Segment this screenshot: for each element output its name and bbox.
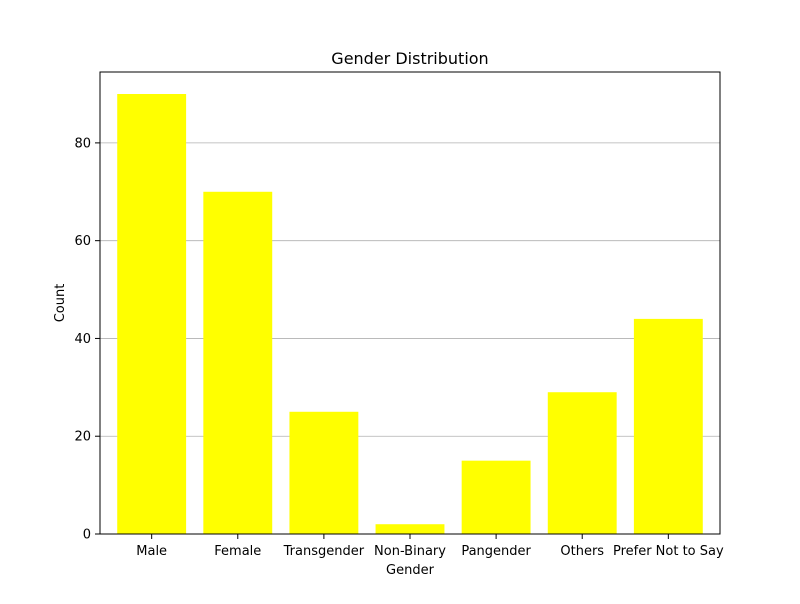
bar-prefer-not-to-say bbox=[633, 318, 703, 534]
bar-male bbox=[117, 94, 187, 534]
y-tick-label: 0 bbox=[83, 528, 91, 543]
bar-transgender bbox=[289, 411, 359, 534]
y-axis-ticks: 0 20 40 60 80 bbox=[74, 136, 100, 543]
y-tick-label: 60 bbox=[74, 234, 91, 249]
bar-female bbox=[203, 191, 273, 534]
bar-pangender bbox=[461, 460, 531, 534]
x-axis-label: Gender bbox=[386, 563, 435, 578]
x-tick-label: Male bbox=[136, 544, 167, 559]
x-tick-label: Prefer Not to Say bbox=[613, 544, 724, 559]
bar-non-binary bbox=[375, 524, 445, 534]
x-tick-label: Transgender bbox=[283, 544, 365, 559]
y-tick-label: 40 bbox=[74, 332, 91, 347]
bars bbox=[117, 94, 703, 534]
x-tick-label: Female bbox=[214, 544, 261, 559]
y-tick-label: 80 bbox=[74, 136, 91, 151]
bar-others bbox=[547, 392, 617, 534]
x-tick-label: Others bbox=[560, 544, 604, 559]
y-axis-label: Count bbox=[53, 284, 68, 323]
x-tick-label: Pangender bbox=[461, 544, 531, 559]
chart-title: Gender Distribution bbox=[331, 49, 488, 68]
y-tick-label: 20 bbox=[74, 430, 91, 445]
x-tick-label: Non-Binary bbox=[374, 544, 446, 559]
x-axis-ticks: Male Female Transgender Non-Binary Pangender… bbox=[136, 534, 724, 559]
